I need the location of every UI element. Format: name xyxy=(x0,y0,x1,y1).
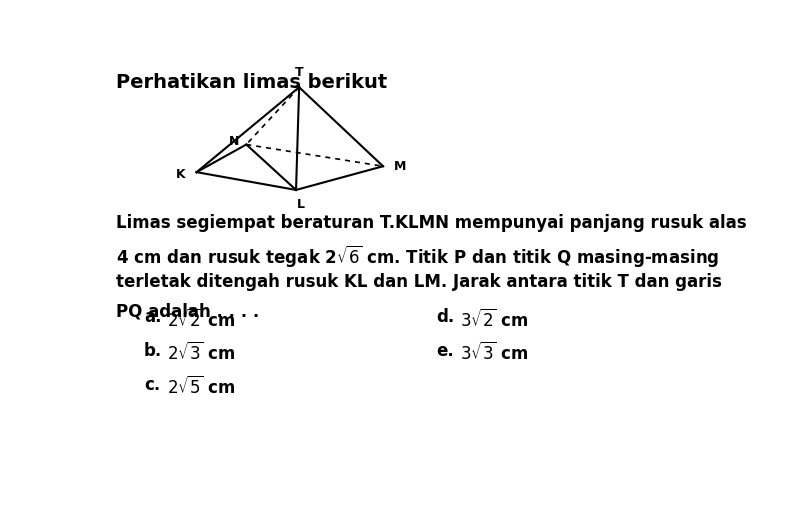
Text: e.: e. xyxy=(436,342,454,360)
Text: $2\sqrt{2}$ cm: $2\sqrt{2}$ cm xyxy=(168,308,236,330)
Text: Perhatikan limas berikut: Perhatikan limas berikut xyxy=(115,73,387,92)
Text: K: K xyxy=(176,168,185,181)
Text: a.: a. xyxy=(144,308,161,326)
Text: $2\sqrt{3}$ cm: $2\sqrt{3}$ cm xyxy=(168,342,236,364)
Text: T: T xyxy=(295,66,303,78)
Text: N: N xyxy=(229,135,239,148)
Text: 4 cm dan rusuk tegak 2$\sqrt{6}$ cm. Titik P dan titik Q masing-masing: 4 cm dan rusuk tegak 2$\sqrt{6}$ cm. Tit… xyxy=(115,243,719,269)
Text: Limas segiempat beraturan T.KLMN mempunyai panjang rusuk alas: Limas segiempat beraturan T.KLMN mempuny… xyxy=(115,213,747,232)
Text: M: M xyxy=(395,160,407,173)
Text: $2\sqrt{5}$ cm: $2\sqrt{5}$ cm xyxy=(168,376,236,398)
Text: L: L xyxy=(297,198,305,211)
Text: terletak ditengah rusuk KL dan LM. Jarak antara titik T dan garis: terletak ditengah rusuk KL dan LM. Jarak… xyxy=(115,273,722,291)
Text: PQ adalah . . . .: PQ adalah . . . . xyxy=(115,303,259,321)
Text: c.: c. xyxy=(144,376,160,393)
Text: $3\sqrt{2}$ cm: $3\sqrt{2}$ cm xyxy=(460,308,528,330)
Text: $3\sqrt{3}$ cm: $3\sqrt{3}$ cm xyxy=(460,342,528,364)
Text: d.: d. xyxy=(436,308,454,326)
Text: b.: b. xyxy=(144,342,162,360)
